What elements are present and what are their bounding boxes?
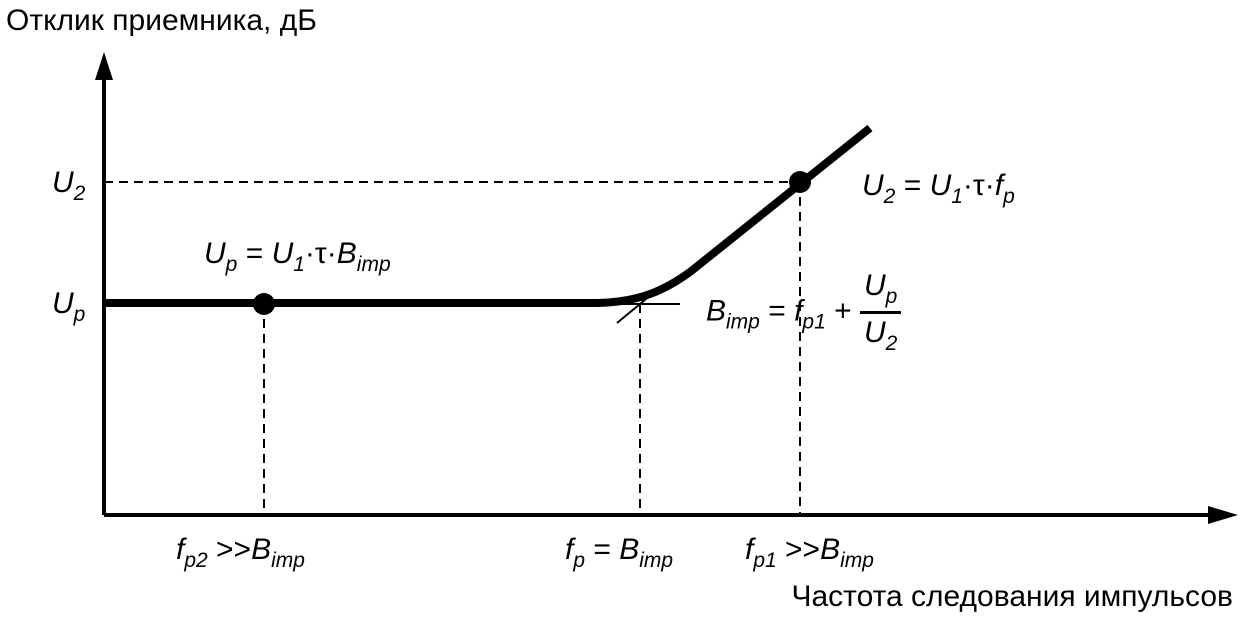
- y-tick-u2: U2: [52, 166, 86, 205]
- x-axis-arrow: [1208, 506, 1238, 524]
- up-point: [253, 293, 275, 315]
- x-tick-fp1: fp1 >>Bimp: [745, 533, 874, 572]
- y-axis-title: Отклик приемника, дБ: [6, 4, 317, 37]
- bimp-equation: Bimp = fp1 + Up U2: [706, 271, 902, 354]
- x-tick-fp: fp = Bimp: [565, 533, 674, 572]
- x-axis-title: Частота следования импульсов: [791, 580, 1233, 613]
- response-curve: [104, 124, 873, 307]
- u2-point: [789, 171, 811, 193]
- y-tick-up: Up: [52, 287, 86, 326]
- x-tick-fp2: fp2 >>Bimp: [176, 533, 305, 572]
- y-axis-arrow: [95, 52, 113, 80]
- bimp-fraction: Up U2: [859, 271, 902, 354]
- up-equation: Up = U1·τ·Bimp: [204, 237, 391, 276]
- u2-equation: U2 = U1·τ·fp: [862, 169, 1015, 208]
